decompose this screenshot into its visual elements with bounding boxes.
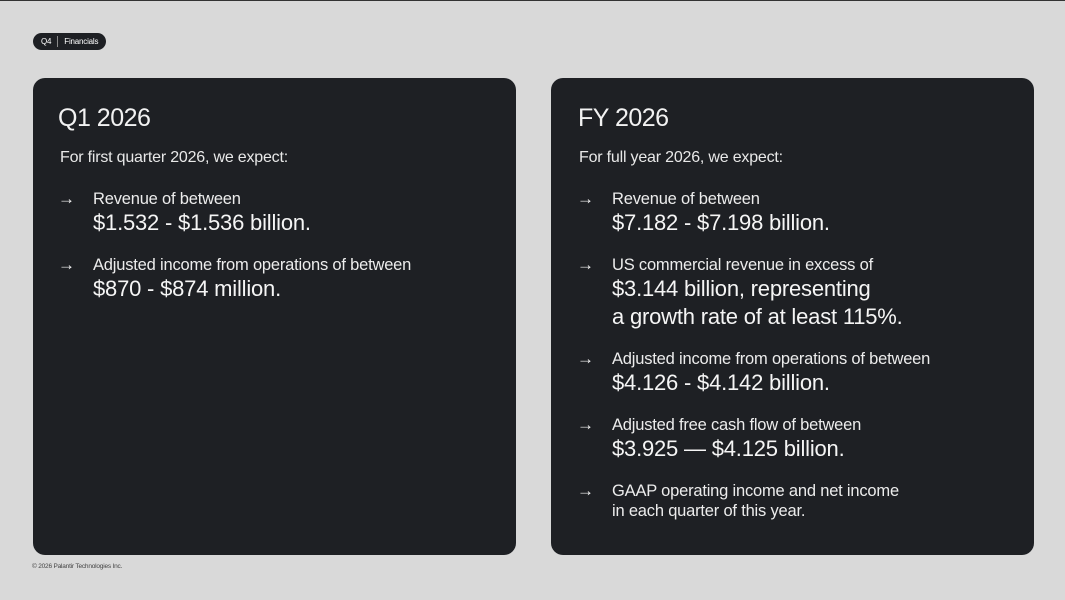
guidance-value: $4.126 - $4.142 billion. (612, 370, 830, 395)
guidance-item: → Revenue of between $7.182 - $7.198 bil… (577, 189, 1017, 237)
guidance-note: in each quarter of this year. (612, 502, 806, 520)
fy-guidance-panel: FY 2026 For full year 2026, we expect: →… (551, 78, 1034, 555)
arrow-right-icon: → (58, 255, 75, 274)
arrow-right-icon: → (58, 189, 75, 208)
panel-title: FY 2026 (578, 104, 669, 132)
guidance-item: → Adjusted income from operations of bet… (58, 255, 498, 303)
section-tag-topic: Financials (64, 37, 99, 46)
guidance-list: → Revenue of between $7.182 - $7.198 bil… (577, 189, 1017, 539)
guidance-label: Adjusted free cash flow of between (612, 416, 862, 434)
guidance-value-line: a growth rate of at least 115%. (612, 304, 903, 329)
arrow-right-icon: → (577, 481, 594, 500)
guidance-item: → US commercial revenue in excess of $3.… (577, 255, 1017, 331)
guidance-value: $3.925 — $4.125 billion. (612, 436, 845, 461)
guidance-label: Adjusted income from operations of betwe… (612, 350, 931, 368)
copyright-footer: © 2026 Palantir Technologies Inc. (32, 563, 123, 570)
guidance-item: → Adjusted income from operations of bet… (577, 349, 1017, 397)
guidance-label: Revenue of between (93, 190, 241, 208)
guidance-value: $870 - $874 million. (93, 276, 282, 301)
guidance-note: GAAP operating income and net income (612, 482, 899, 500)
top-rule (0, 0, 1065, 1)
guidance-value: $7.182 - $7.198 billion. (612, 210, 830, 235)
panel-intro: For first quarter 2026, we expect: (60, 149, 288, 166)
arrow-right-icon: → (577, 255, 594, 274)
guidance-item: → Revenue of between $1.532 - $1.536 bil… (58, 189, 498, 237)
section-tag: Q4 Financials (33, 33, 107, 50)
q1-guidance-panel: Q1 2026 For first quarter 2026, we expec… (33, 78, 516, 555)
guidance-list: → Revenue of between $1.532 - $1.536 bil… (58, 189, 498, 321)
guidance-value-line: $3.144 billion, representing (612, 276, 871, 301)
guidance-label: US commercial revenue in excess of (612, 256, 873, 274)
panel-intro: For full year 2026, we expect: (579, 149, 783, 166)
panel-title: Q1 2026 (58, 104, 151, 132)
guidance-item: → Adjusted free cash flow of between $3.… (577, 415, 1017, 463)
guidance-value: $1.532 - $1.536 billion. (93, 210, 311, 235)
guidance-item: → GAAP operating income and net income i… (577, 481, 1017, 521)
guidance-value: $3.144 billion, representing a growth ra… (612, 275, 1017, 331)
guidance-label: Revenue of between (612, 190, 760, 208)
arrow-right-icon: → (577, 415, 594, 434)
section-tag-quarter: Q4 (33, 36, 59, 47)
arrow-right-icon: → (577, 349, 594, 368)
guidance-label: Adjusted income from operations of betwe… (93, 256, 412, 274)
arrow-right-icon: → (577, 189, 594, 208)
